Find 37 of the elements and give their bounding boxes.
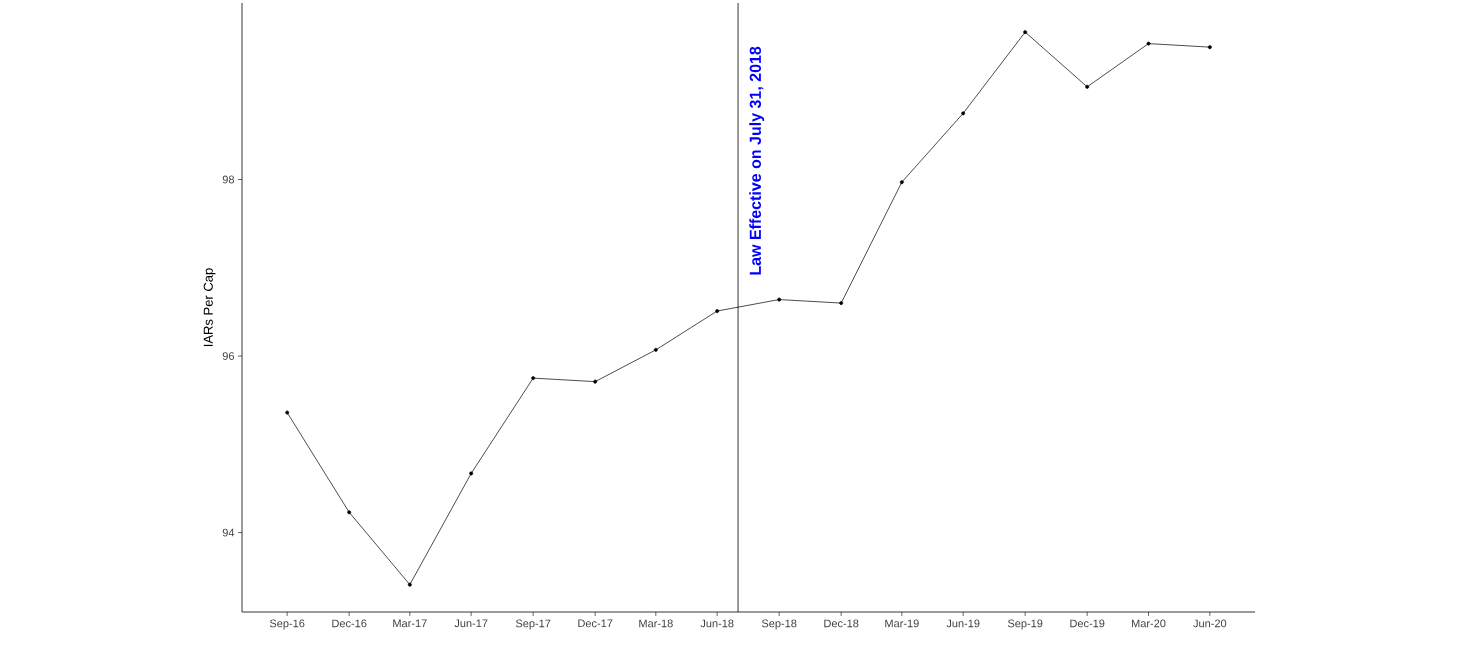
- point: [469, 471, 474, 476]
- point: [407, 582, 412, 587]
- point: [593, 379, 598, 384]
- point: [715, 309, 720, 313]
- x-tick-label: Mar-20: [1131, 619, 1166, 628]
- y-tick-label: 98: [222, 175, 235, 184]
- point: [777, 297, 782, 302]
- x-tick-label: Jun-20: [1193, 619, 1227, 628]
- point: [1146, 41, 1151, 46]
- x-tick-label: Dec-16: [332, 619, 367, 628]
- ref-line-label: Law Effective on July 31, 2018: [749, 46, 765, 275]
- x-tick-label: Mar-17: [393, 619, 427, 628]
- point: [531, 376, 536, 381]
- point: [285, 410, 290, 415]
- x-tick-label: Dec-19: [1070, 619, 1105, 628]
- x-tick-label: Mar-18: [639, 619, 673, 628]
- point: [653, 347, 658, 352]
- point: [899, 180, 904, 185]
- y-tick-label: 96: [222, 352, 235, 360]
- point: [1207, 45, 1212, 50]
- point: [1023, 30, 1028, 35]
- y-tick-label: 94: [222, 528, 235, 537]
- point: [839, 301, 844, 306]
- point: [347, 510, 352, 515]
- x-tick-label: Sep-19: [1007, 619, 1043, 630]
- x-tick-label: Sep-18: [761, 619, 797, 630]
- x-tick-label: Jun-18: [700, 619, 734, 628]
- x-tick-label: Dec-18: [824, 619, 859, 628]
- x-tick-label: Dec-17: [578, 619, 613, 628]
- x-tick-label: Jun-17: [454, 619, 488, 628]
- x-tick-label: Sep-17: [515, 619, 551, 630]
- x-tick-label: Mar-19: [885, 619, 919, 628]
- x-tick-label: Jun-19: [946, 619, 980, 628]
- point: [961, 111, 966, 116]
- y-axis-title: IARs Per Cap: [203, 268, 216, 347]
- point: [1085, 84, 1090, 89]
- x-tick-label: Sep-16: [269, 619, 305, 630]
